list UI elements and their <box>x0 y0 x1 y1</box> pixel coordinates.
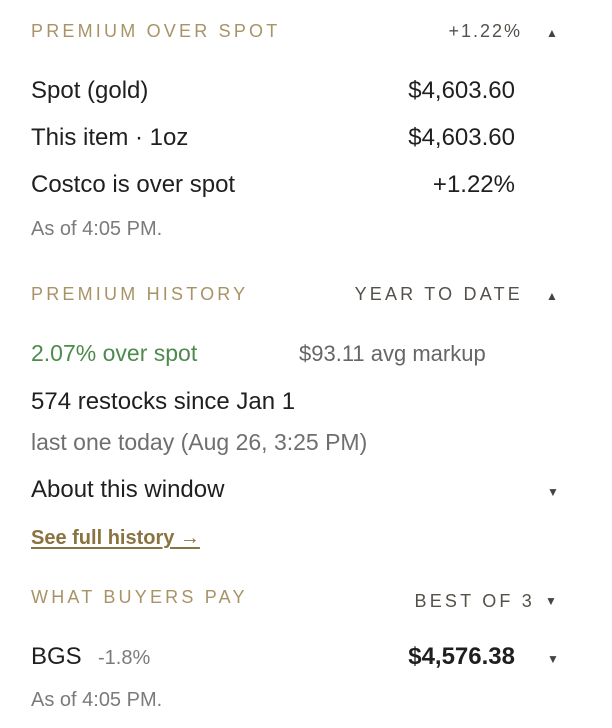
see-full-history-link[interactable]: See full history → <box>31 527 200 549</box>
dealer-expand-chevron-down-icon[interactable]: ▼ <box>547 652 559 666</box>
history-avg-markup: $93.11 avg markup <box>299 341 486 366</box>
dealer-pct: -1.8% <box>98 647 151 669</box>
collapse-premium-over-spot-icon[interactable]: ▲ <box>546 26 558 40</box>
buyers-as-of: As of 4:05 PM. <box>31 689 163 711</box>
restocks-count: 574 restocks since Jan 1 <box>31 388 296 415</box>
premium-over-spot-value: +1.22% <box>448 21 522 41</box>
costco-over-spot-value: +1.22% <box>432 171 515 198</box>
costco-over-spot-label: Costco is over spot <box>31 171 236 198</box>
premium-history-label: PREMIUM HISTORY <box>31 284 249 304</box>
what-buyers-pay-label: WHAT BUYERS PAY <box>31 587 248 607</box>
premium-over-spot-label: PREMIUM OVER SPOT <box>31 21 281 41</box>
buyers-filter-chevron-down-icon[interactable]: ▼ <box>545 594 557 608</box>
last-restock: last one today (Aug 26, 3:25 PM) <box>31 429 368 455</box>
dealer-name: BGS <box>31 643 82 670</box>
spot-gold-label: Spot (gold) <box>31 77 149 104</box>
this-item-value: $4,603.60 <box>408 124 515 151</box>
dealer-price: $4,576.38 <box>408 643 515 670</box>
this-item-label: This item · 1oz <box>31 124 189 151</box>
about-this-window-toggle[interactable]: About this window <box>31 476 225 503</box>
about-window-chevron-down-icon[interactable]: ▼ <box>547 485 559 499</box>
spot-gold-value: $4,603.60 <box>408 77 515 104</box>
collapse-premium-history-icon[interactable]: ▲ <box>546 289 558 303</box>
history-range-selector[interactable]: YEAR TO DATE <box>354 284 523 304</box>
premium-as-of: As of 4:05 PM. <box>31 218 163 240</box>
history-over-spot: 2.07% over spot <box>31 340 198 366</box>
buyers-filter-selector[interactable]: BEST OF 3 <box>414 591 535 611</box>
